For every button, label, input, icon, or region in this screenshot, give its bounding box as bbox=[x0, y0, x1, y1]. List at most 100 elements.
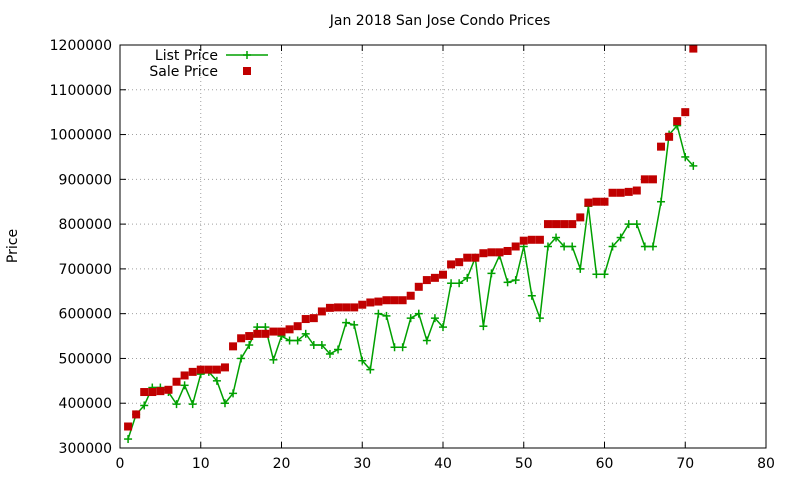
sale-price-point bbox=[487, 248, 496, 257]
sale-price-point bbox=[689, 44, 698, 53]
list-price-point bbox=[180, 381, 189, 390]
sale-price-point bbox=[608, 188, 617, 197]
list-price-point bbox=[406, 314, 415, 323]
legend-marker bbox=[243, 51, 251, 59]
series-sale-price bbox=[124, 44, 698, 431]
series-line bbox=[127, 124, 694, 440]
y-tick-label: 1200000 bbox=[50, 38, 112, 54]
sale-price-point bbox=[350, 303, 359, 312]
list-price-point bbox=[560, 242, 569, 251]
list-price-point bbox=[342, 318, 351, 327]
list-price-point bbox=[430, 314, 439, 323]
list-price-point bbox=[552, 233, 561, 242]
list-price-point bbox=[648, 242, 657, 251]
sale-price-point bbox=[527, 235, 536, 244]
sale-price-point bbox=[204, 365, 213, 374]
list-price-point bbox=[245, 341, 254, 350]
list-price-point bbox=[140, 401, 149, 410]
sale-price-point bbox=[673, 117, 682, 126]
list-price-point bbox=[358, 356, 367, 365]
y-tick-label: 500000 bbox=[59, 351, 112, 367]
sale-price-point bbox=[172, 377, 181, 386]
sale-price-point bbox=[584, 198, 593, 207]
sale-price-point bbox=[600, 197, 609, 206]
sale-price-point bbox=[269, 327, 278, 336]
list-price-point bbox=[398, 343, 407, 352]
sale-price-point bbox=[285, 325, 294, 334]
list-price-point bbox=[463, 273, 472, 282]
sale-price-point bbox=[140, 388, 149, 397]
sale-price-point bbox=[455, 258, 464, 267]
list-price-point bbox=[188, 400, 197, 409]
sale-price-point bbox=[382, 296, 391, 305]
list-price-point bbox=[657, 197, 666, 206]
list-price-point bbox=[301, 329, 310, 338]
x-tick-label: 80 bbox=[757, 456, 775, 472]
list-price-point bbox=[455, 279, 464, 288]
y-tick-label: 900000 bbox=[59, 172, 112, 188]
list-price-point bbox=[220, 399, 229, 408]
sale-price-point bbox=[261, 329, 270, 338]
sale-price-point bbox=[188, 367, 197, 376]
sale-price-point bbox=[245, 332, 254, 341]
sale-price-point bbox=[156, 387, 165, 396]
sale-price-point bbox=[471, 253, 480, 262]
list-price-point bbox=[414, 309, 423, 318]
list-price-point bbox=[689, 161, 698, 170]
list-price-point bbox=[576, 264, 585, 273]
y-tick-label: 1100000 bbox=[50, 83, 112, 99]
sale-price-point bbox=[632, 186, 641, 195]
sale-price-point bbox=[293, 322, 302, 331]
sale-price-point bbox=[479, 249, 488, 258]
list-price-point bbox=[237, 354, 246, 363]
sale-price-point bbox=[229, 342, 238, 351]
sale-price-point bbox=[406, 291, 415, 300]
y-tick-label: 1000000 bbox=[50, 128, 112, 144]
list-price-point bbox=[503, 278, 512, 287]
sale-price-point bbox=[317, 307, 326, 316]
list-price-point bbox=[640, 242, 649, 251]
list-price-point bbox=[334, 345, 343, 354]
x-tick-label: 50 bbox=[515, 456, 533, 472]
sale-price-point bbox=[220, 363, 229, 372]
list-price-point bbox=[212, 376, 221, 385]
y-tick-label: 400000 bbox=[59, 396, 112, 412]
list-price-point bbox=[253, 323, 262, 332]
list-price-point bbox=[487, 269, 496, 278]
list-price-point bbox=[511, 276, 520, 285]
list-price-point bbox=[293, 336, 302, 345]
sale-price-point bbox=[366, 298, 375, 307]
sale-price-point bbox=[624, 187, 633, 196]
x-tick-label: 10 bbox=[192, 456, 210, 472]
list-price-point bbox=[439, 323, 447, 332]
sale-price-point bbox=[196, 365, 205, 374]
y-tick-label: 600000 bbox=[59, 307, 112, 323]
y-tick-label: 300000 bbox=[59, 441, 112, 457]
sale-price-point bbox=[301, 315, 310, 324]
legend-marker bbox=[243, 67, 251, 75]
sale-price-point bbox=[358, 300, 367, 309]
sale-price-point bbox=[398, 296, 407, 305]
sale-price-point bbox=[503, 246, 512, 255]
sale-price-point bbox=[309, 314, 318, 323]
legend-label: List Price bbox=[155, 48, 218, 64]
list-price-point bbox=[172, 400, 181, 409]
sale-price-point bbox=[576, 213, 585, 222]
list-price-point bbox=[374, 309, 383, 318]
sale-price-point bbox=[463, 253, 472, 262]
sale-price-point bbox=[414, 282, 423, 291]
sale-price-point bbox=[422, 276, 431, 285]
sale-price-point bbox=[164, 385, 173, 394]
list-price-point bbox=[366, 365, 375, 374]
list-price-point bbox=[543, 242, 552, 251]
list-price-point bbox=[608, 242, 617, 251]
list-price-point bbox=[600, 270, 609, 279]
list-price-point bbox=[592, 270, 601, 279]
list-price-point bbox=[350, 320, 359, 329]
list-price-point bbox=[325, 349, 334, 358]
sale-price-point bbox=[560, 220, 569, 229]
sale-price-point bbox=[552, 220, 561, 229]
list-price-point bbox=[447, 279, 456, 288]
list-price-point bbox=[479, 322, 488, 331]
